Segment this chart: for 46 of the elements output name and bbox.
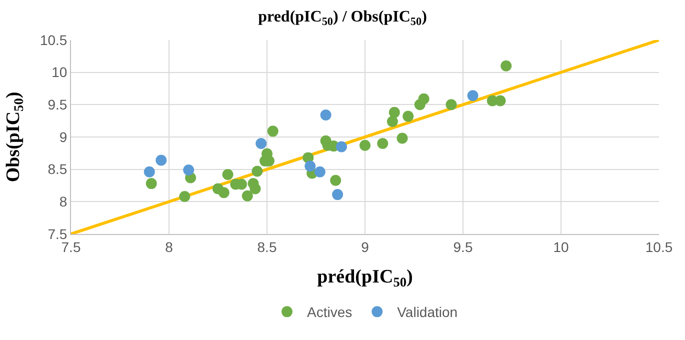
point [494,95,506,106]
y-tick-label: 8.5 [48,161,68,178]
x-tick-label: 9 [361,238,370,255]
point [304,160,316,172]
point [146,178,157,190]
point [267,126,278,137]
point [377,138,388,149]
x-tick-label: 10 [553,238,569,255]
point [252,166,263,177]
point [388,106,400,118]
point [446,99,457,110]
point [320,110,332,121]
point [179,190,190,202]
x-tick-label: 8 [165,238,174,255]
point [218,187,230,198]
x-axis-title: préd(pIC$_{50}$) [317,266,413,290]
legend-label: Validation [397,304,458,320]
x-tick-label: 9.5 [453,238,473,255]
point [242,190,253,202]
point [418,93,430,104]
x-tick-label: 8.5 [257,238,277,255]
point [314,166,326,178]
point [144,166,155,178]
point [156,154,167,166]
point [222,169,234,180]
point [467,90,478,102]
y-tick-label: 9.5 [48,96,68,113]
point [402,110,414,122]
y-tick-label: 8 [59,194,68,210]
point [386,116,398,127]
y-tick-label: 7.5 [48,226,68,242]
chart-title: pred(pIC$_{50}$) / Obs(pIC$_{50}$) [258,8,427,28]
legend-label: Actives [307,304,352,320]
y-tick-label: 10 [52,64,68,80]
point [396,132,408,144]
point [336,141,347,152]
x-tick-label: 10.5 [645,238,673,255]
point [183,164,194,176]
y-tick-label: 9 [59,128,68,145]
point [330,174,342,186]
y-tick-label: 10.5 [40,32,68,48]
point [250,183,261,194]
point [332,189,344,200]
point [500,60,512,72]
point [360,140,370,151]
point [256,138,267,149]
